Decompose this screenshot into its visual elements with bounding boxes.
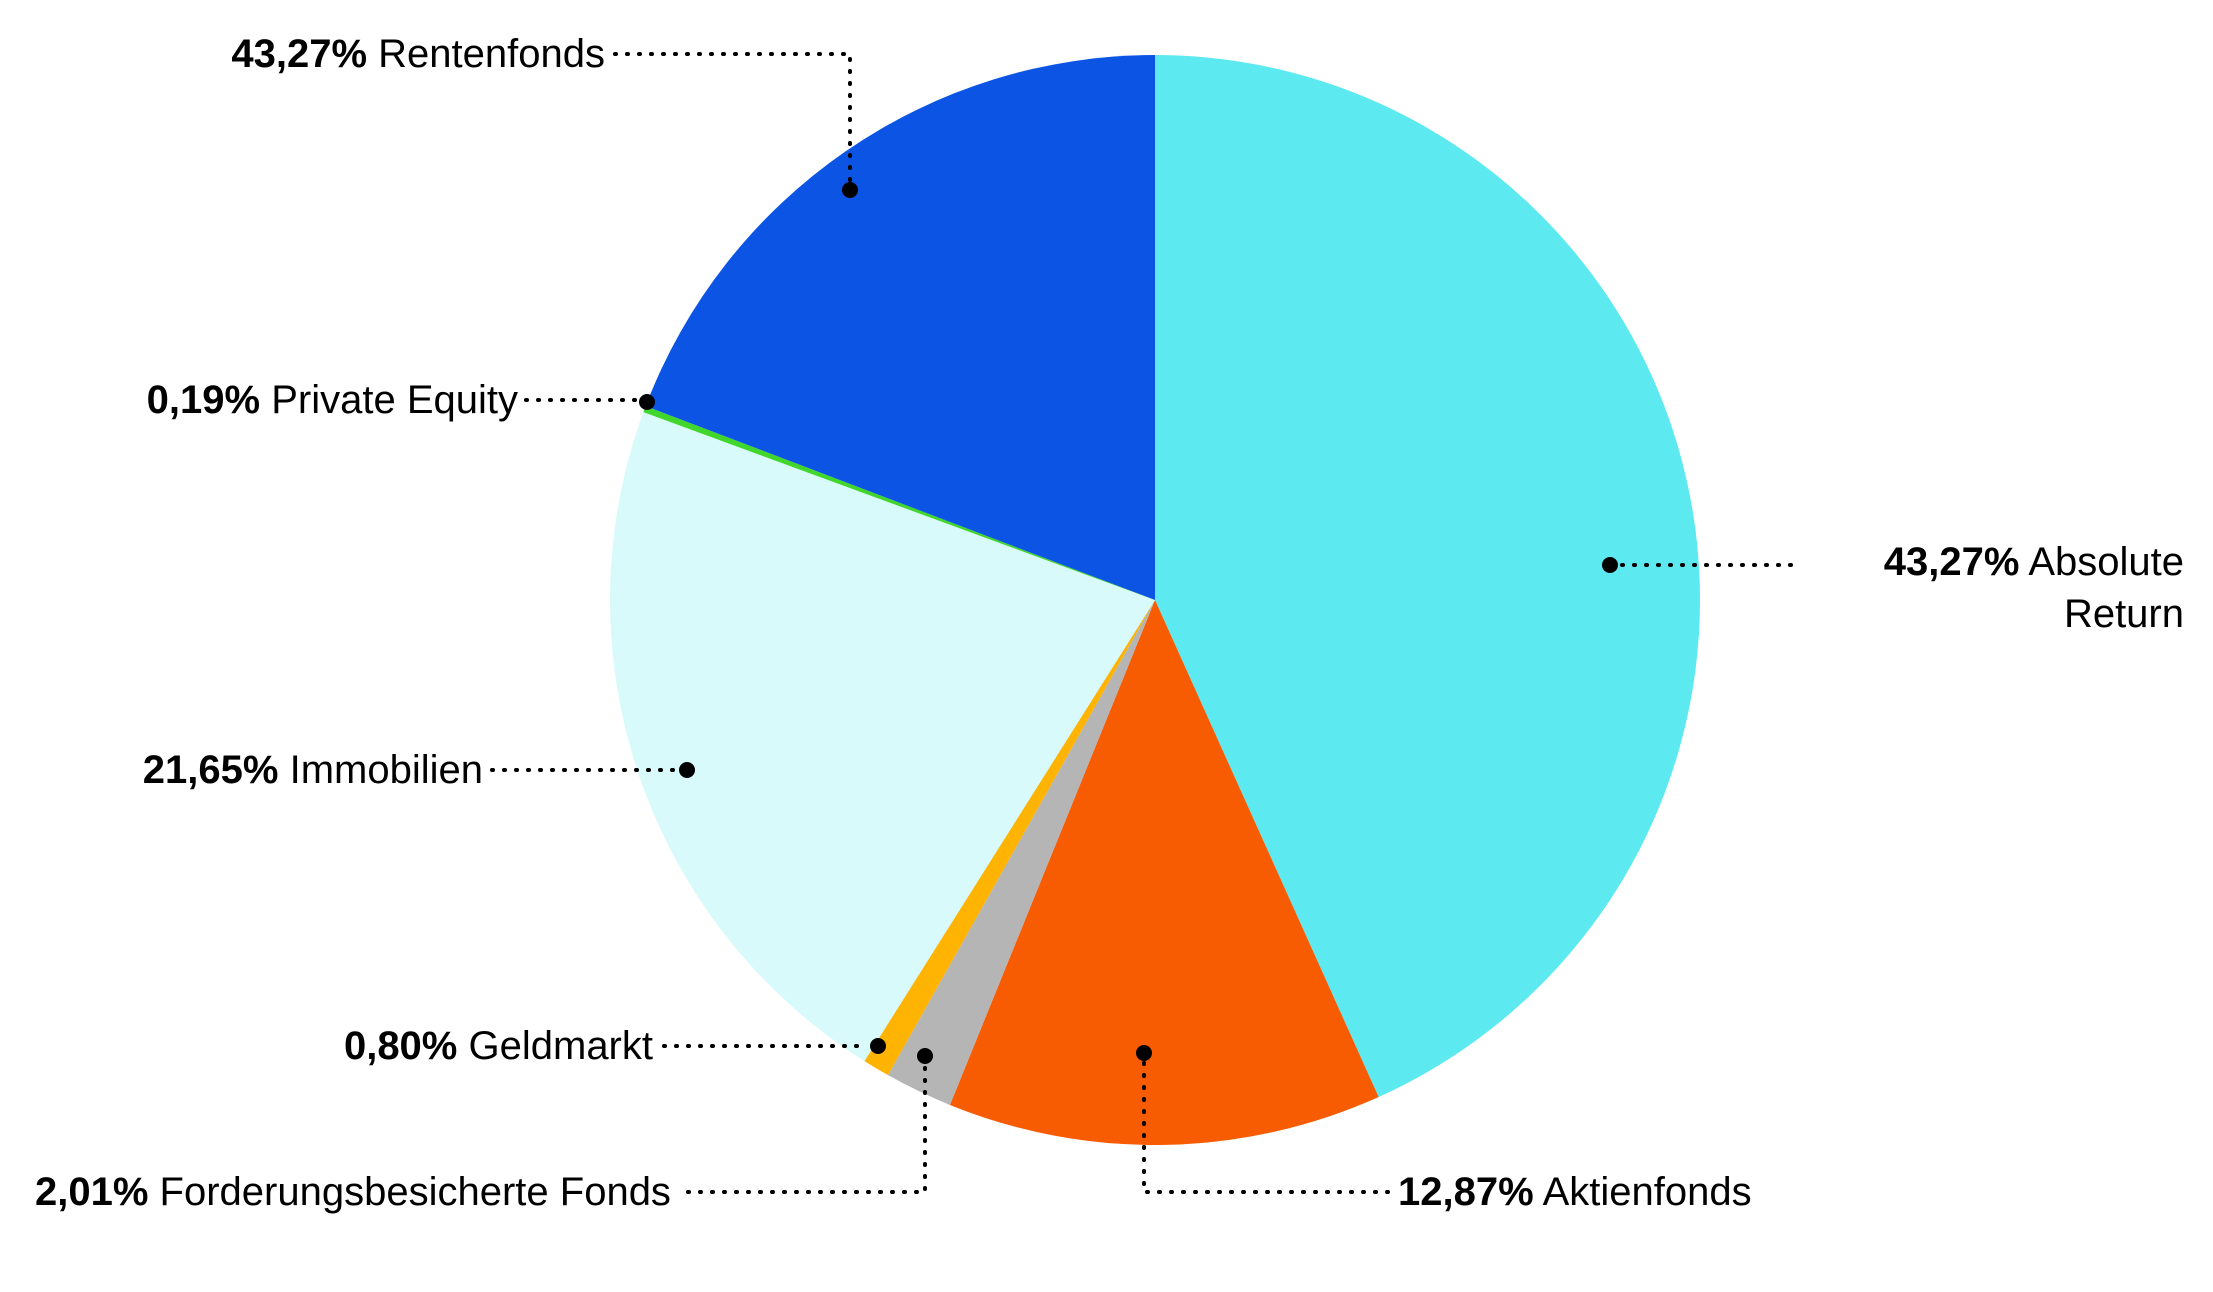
slice-name-absolute-return: Absolute Return <box>2028 540 2184 636</box>
slice-label-rentenfonds: 43,27% Rentenfonds <box>130 28 605 80</box>
slice-percent-geldmarkt: 0,80% <box>343 1024 458 1068</box>
slice-name-aktienfonds: Aktienfonds <box>1542 1170 1752 1214</box>
slice-name-geldmarkt: Geldmarkt <box>468 1024 654 1068</box>
slice-label-absolute-return: 43,27% Absolute Return <box>1812 536 2184 640</box>
pie-slice-forderungsbesicherte-fonds <box>887 600 1155 1105</box>
slice-percent-aktienfonds: 12,87% <box>1398 1170 1534 1214</box>
pie-slice-immobilien <box>610 412 1155 1062</box>
slice-percent-absolute-return: 43,27% <box>1883 540 2020 584</box>
slice-label-geldmarkt: 0,80% Geldmarkt <box>275 1020 653 1072</box>
leader-dot-private-equity <box>639 394 655 410</box>
slice-label-aktienfonds: 12,87% Aktienfonds <box>1398 1166 1918 1218</box>
slice-name-forderungsbesicherte-fonds: Forderungsbesicherte Fonds <box>159 1170 671 1214</box>
leader-line-forderungsbesicherte-fonds <box>686 1064 927 1194</box>
pie-slice-aktienfonds <box>949 600 1379 1146</box>
slice-percent-rentenfonds: 43,27% <box>231 32 368 76</box>
slice-name-rentenfonds: Rentenfonds <box>378 32 605 76</box>
slice-label-forderungsbesicherte-fonds: 2,01% Forderungsbesicherte Fonds <box>35 1166 690 1218</box>
slice-label-private-equity: 0,19% Private Equity <box>60 374 518 426</box>
slice-percent-private-equity: 0,19% <box>146 378 261 422</box>
leader-dot-geldmarkt <box>870 1038 886 1054</box>
leader-dot-forderungsbesicherte-fonds <box>917 1048 933 1064</box>
leader-dot-absolute-return <box>1602 557 1618 573</box>
slice-label-immobilien: 21,65% Immobilien <box>60 744 483 796</box>
slice-name-immobilien: Immobilien <box>289 748 483 792</box>
leader-lines <box>490 52 1802 1194</box>
leader-dot-immobilien <box>679 762 695 778</box>
leader-dot-rentenfonds <box>842 182 858 198</box>
pie-slice-rentenfonds <box>645 55 1155 600</box>
slice-percent-immobilien: 21,65% <box>142 748 279 792</box>
slice-percent-forderungsbesicherte-fonds: 2,01% <box>35 1170 149 1214</box>
pie-slice-absolute-return <box>1155 55 1701 1097</box>
leader-dot-aktienfonds <box>1136 1045 1152 1061</box>
pie-slice-geldmarkt <box>864 600 1155 1076</box>
leader-line-rentenfonds <box>613 52 852 184</box>
pie-chart <box>610 55 1701 1146</box>
pie-slice-private-equity <box>643 406 1155 600</box>
slice-name-private-equity: Private Equity <box>271 378 518 422</box>
